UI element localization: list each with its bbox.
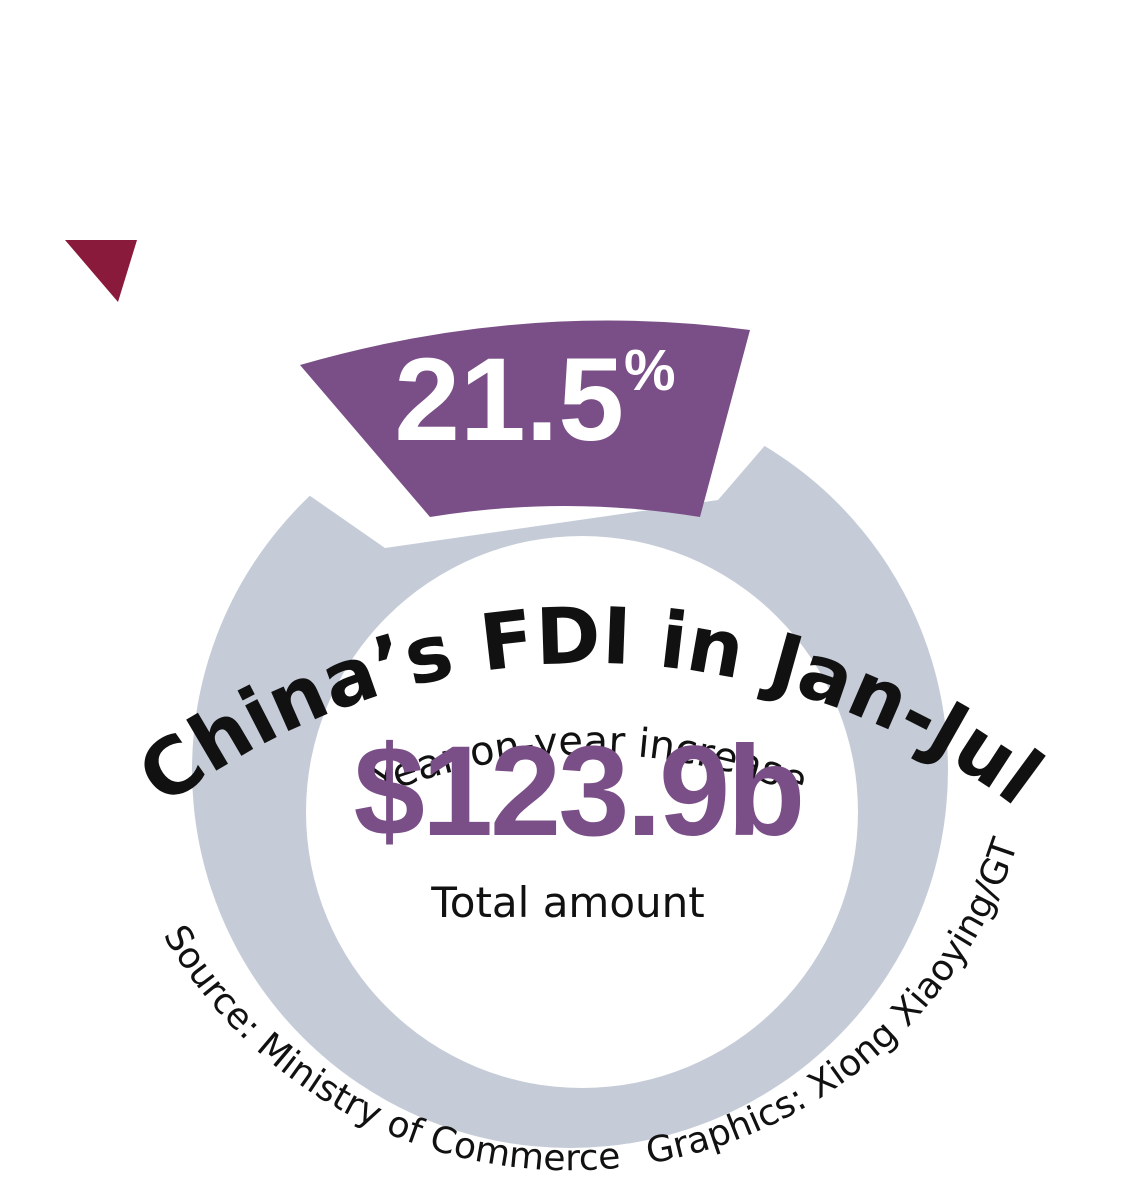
increase-value: 21.5	[394, 334, 624, 466]
increase-unit: %	[624, 338, 676, 403]
ring-inner	[306, 536, 858, 1088]
increase: 21.5%	[394, 334, 675, 466]
total-value: $123.9b	[354, 720, 803, 863]
increase-segment	[300, 320, 750, 517]
total-label: Total amount	[430, 878, 705, 927]
marker	[65, 240, 137, 302]
